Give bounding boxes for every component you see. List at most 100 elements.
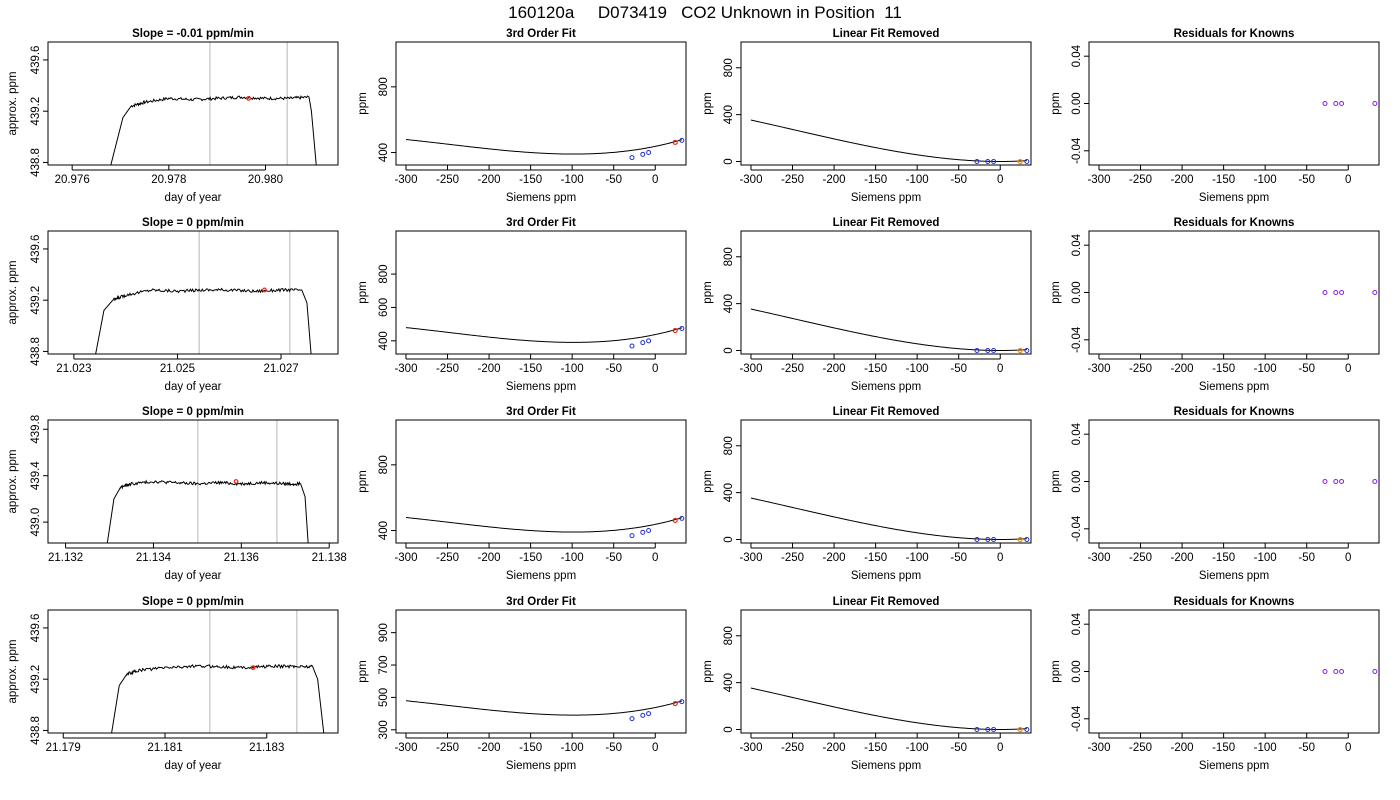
x-tick-label: -100 [1254, 174, 1277, 186]
x-tick-label: -200 [478, 552, 501, 564]
known-point [1333, 479, 1339, 484]
known-point [1372, 479, 1378, 484]
plot-frame [740, 230, 1032, 355]
y-tick-label: 800 [723, 58, 735, 77]
y-tick-label: 0 [723, 536, 735, 542]
y-axis: 438.8 439.2 439.6 [30, 46, 48, 177]
x-axis-label: Siemens ppm [851, 192, 921, 204]
mean-marker [250, 665, 256, 671]
y-tick-label: 439.4 [30, 461, 42, 490]
y-axis-label: ppm [1050, 470, 1062, 492]
y-tick-label: 0 [723, 158, 735, 164]
y-axis-label: ppm [702, 92, 714, 114]
y-tick-label: 0 [723, 347, 735, 353]
x-tick-label: -200 [1171, 742, 1194, 754]
known-point [974, 347, 980, 353]
x-tick-label: -300 [394, 363, 417, 375]
x-tick-label: -150 [1212, 174, 1235, 186]
panel-r1-c3: Linear Fit Removed -300 -250 -200 -150 -100 -5… [702, 28, 1032, 204]
y-axis-label: ppm [1050, 660, 1062, 682]
y-tick-label: 439.2 [30, 286, 42, 315]
y-axis: 439.0 439.4 439.8 [30, 415, 48, 537]
panel-title: Residuals for Knowns [1174, 217, 1295, 229]
known-point [1322, 669, 1328, 674]
plot-frame [395, 41, 687, 166]
y-tick-label: 800 [378, 77, 390, 96]
x-axis: -300 -250 -200 -150 -100 -50 0 [1087, 543, 1351, 564]
y-tick-label: -0.04 [1071, 515, 1083, 542]
known-point [1333, 669, 1339, 674]
panel-r3-c3: Linear Fit Removed -300 -250 -200 -150 -100 -5… [702, 406, 1032, 582]
x-tick-label: -250 [781, 552, 804, 564]
panel-r2-c3: Linear Fit Removed -300 -250 -200 -150 -100 -5… [702, 217, 1032, 393]
panel-title: Residuals for Knowns [1174, 28, 1295, 40]
y-tick-label: 400 [378, 521, 390, 540]
panel-title: 3rd Order Fit [506, 217, 576, 229]
x-tick-label: -200 [1171, 174, 1194, 186]
x-axis-label: day of year [165, 192, 222, 204]
y-tick-label: 800 [378, 455, 390, 474]
panel-title: Slope = 0 ppm/min [142, 596, 244, 608]
x-axis: -300 -250 -200 -150 -100 -50 0 [394, 733, 658, 754]
plot-area [750, 308, 1027, 351]
x-tick-label: -300 [394, 742, 417, 754]
plot-frame [47, 419, 339, 544]
y-tick-label: 0.04 [1071, 612, 1083, 635]
known-point [974, 726, 980, 732]
panel-r4-c3: Linear Fit Removed -300 -250 -200 -150 -100 -5… [702, 596, 1032, 772]
x-tick-label: 20.976 [55, 174, 90, 186]
plot-area [106, 420, 309, 543]
known-point [679, 699, 685, 705]
fit-curve [750, 497, 1027, 540]
y-axis: 300 500 700 900 [378, 623, 396, 739]
unknown-point [1017, 726, 1023, 733]
y-axis: 400 800 [378, 455, 396, 540]
known-point [646, 528, 652, 534]
plot-frame [47, 41, 339, 166]
y-tick-label: 0.00 [1071, 660, 1083, 682]
y-axis: -0.04 0.00 0.04 [1071, 422, 1089, 542]
x-tick-label: -100 [561, 742, 584, 754]
data-series-line [111, 663, 325, 733]
x-tick-label: -200 [823, 363, 846, 375]
fit-curve [405, 139, 682, 155]
known-point [640, 340, 646, 346]
plot-frame [1088, 230, 1380, 355]
y-axis: 0 400 800 [723, 247, 741, 354]
y-axis-label: ppm [702, 470, 714, 492]
data-series-line [110, 95, 317, 165]
panel-title: 3rd Order Fit [506, 596, 576, 608]
y-tick-label: -0.04 [1071, 137, 1083, 164]
x-tick-label: 0 [997, 363, 1003, 375]
y-tick-label: 438.8 [30, 148, 42, 177]
x-axis: -300 -250 -200 -150 -100 -50 0 [1087, 354, 1351, 375]
y-tick-label: 438.8 [30, 337, 42, 366]
x-axis: 21.179 21.181 21.183 [46, 733, 284, 754]
panel-title: Residuals for Knowns [1174, 596, 1295, 608]
y-axis: 0 400 800 [723, 436, 741, 543]
x-tick-label: -100 [906, 174, 929, 186]
x-tick-label: -150 [519, 552, 542, 564]
x-axis-label: Siemens ppm [506, 192, 576, 204]
y-tick-label: 439.6 [30, 235, 42, 264]
y-tick-label: 438.8 [30, 716, 42, 745]
plot-frame [1088, 41, 1380, 166]
panel-r4-c4: Residuals for Knowns -300 -250 -200 -150 -100… [1050, 596, 1380, 772]
x-axis-label: Siemens ppm [851, 760, 921, 772]
known-point [985, 536, 991, 542]
y-tick-label: 300 [378, 720, 390, 739]
x-axis: -300 -250 -200 -150 -100 -50 0 [394, 165, 658, 186]
known-point [1339, 669, 1345, 674]
x-tick-label: -250 [436, 742, 459, 754]
y-axis: 0 400 800 [723, 58, 741, 165]
known-point [1024, 347, 1030, 353]
panel-title: Linear Fit Removed [833, 406, 940, 418]
mean-marker [233, 479, 239, 484]
x-tick-label: -150 [1212, 363, 1235, 375]
known-point [629, 155, 635, 161]
known-point [640, 529, 646, 535]
x-tick-label: -150 [864, 552, 887, 564]
y-tick-label: 700 [378, 655, 390, 674]
known-point [1024, 158, 1030, 164]
panel-r4-c2: 3rd Order Fit -300 -250 -200 -150 -100 -50 0 Sie… [357, 596, 687, 772]
